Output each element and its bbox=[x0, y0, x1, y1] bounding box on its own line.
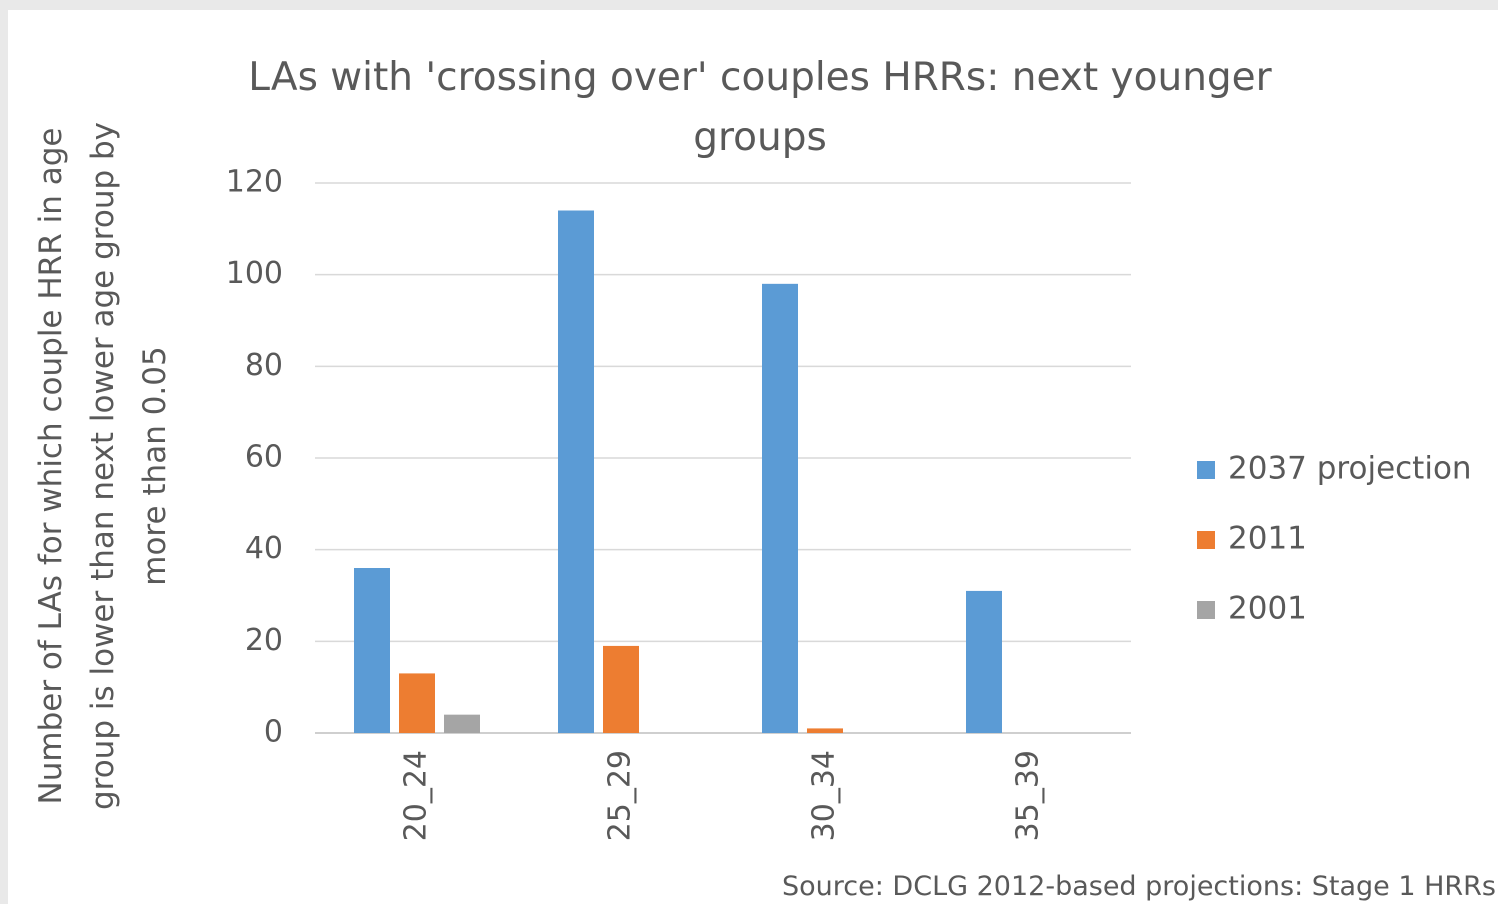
bar bbox=[444, 714, 480, 733]
bar bbox=[399, 673, 435, 733]
legend-label: 2001 bbox=[1228, 591, 1307, 627]
legend-swatch bbox=[1197, 601, 1215, 619]
bar bbox=[966, 590, 1002, 733]
legend-label: 2011 bbox=[1228, 521, 1307, 557]
bar bbox=[807, 728, 843, 733]
bar bbox=[762, 283, 798, 733]
y-tick-label: 20 bbox=[245, 623, 283, 658]
y-tick-label: 80 bbox=[245, 348, 283, 383]
chart-title: LAs with 'crossing over' couples HRRs: n… bbox=[248, 55, 1272, 160]
y-tick-label: 40 bbox=[245, 531, 283, 566]
legend-swatch bbox=[1197, 531, 1215, 549]
x-tick-label: 25_29 bbox=[603, 750, 638, 841]
y-tick-label: 100 bbox=[226, 256, 283, 291]
x-tick-label: 20_24 bbox=[399, 750, 434, 841]
y-axis-label: Number of LAs for which couple HRR in ag… bbox=[33, 121, 173, 811]
y-tick-label: 120 bbox=[226, 165, 283, 200]
x-tick-label: 30_34 bbox=[807, 750, 842, 841]
source-note: Source: DCLG 2012-based projections: Sta… bbox=[782, 871, 1496, 902]
y-tick-label: 60 bbox=[245, 440, 283, 475]
legend-swatch bbox=[1197, 461, 1215, 479]
x-tick-label: 35_39 bbox=[1011, 750, 1046, 841]
bar bbox=[354, 568, 390, 733]
legend-label: 2037 projection bbox=[1228, 451, 1472, 487]
bar bbox=[558, 210, 594, 733]
panel bbox=[8, 10, 1498, 904]
y-tick-label: 0 bbox=[264, 715, 283, 750]
bar bbox=[603, 645, 639, 733]
